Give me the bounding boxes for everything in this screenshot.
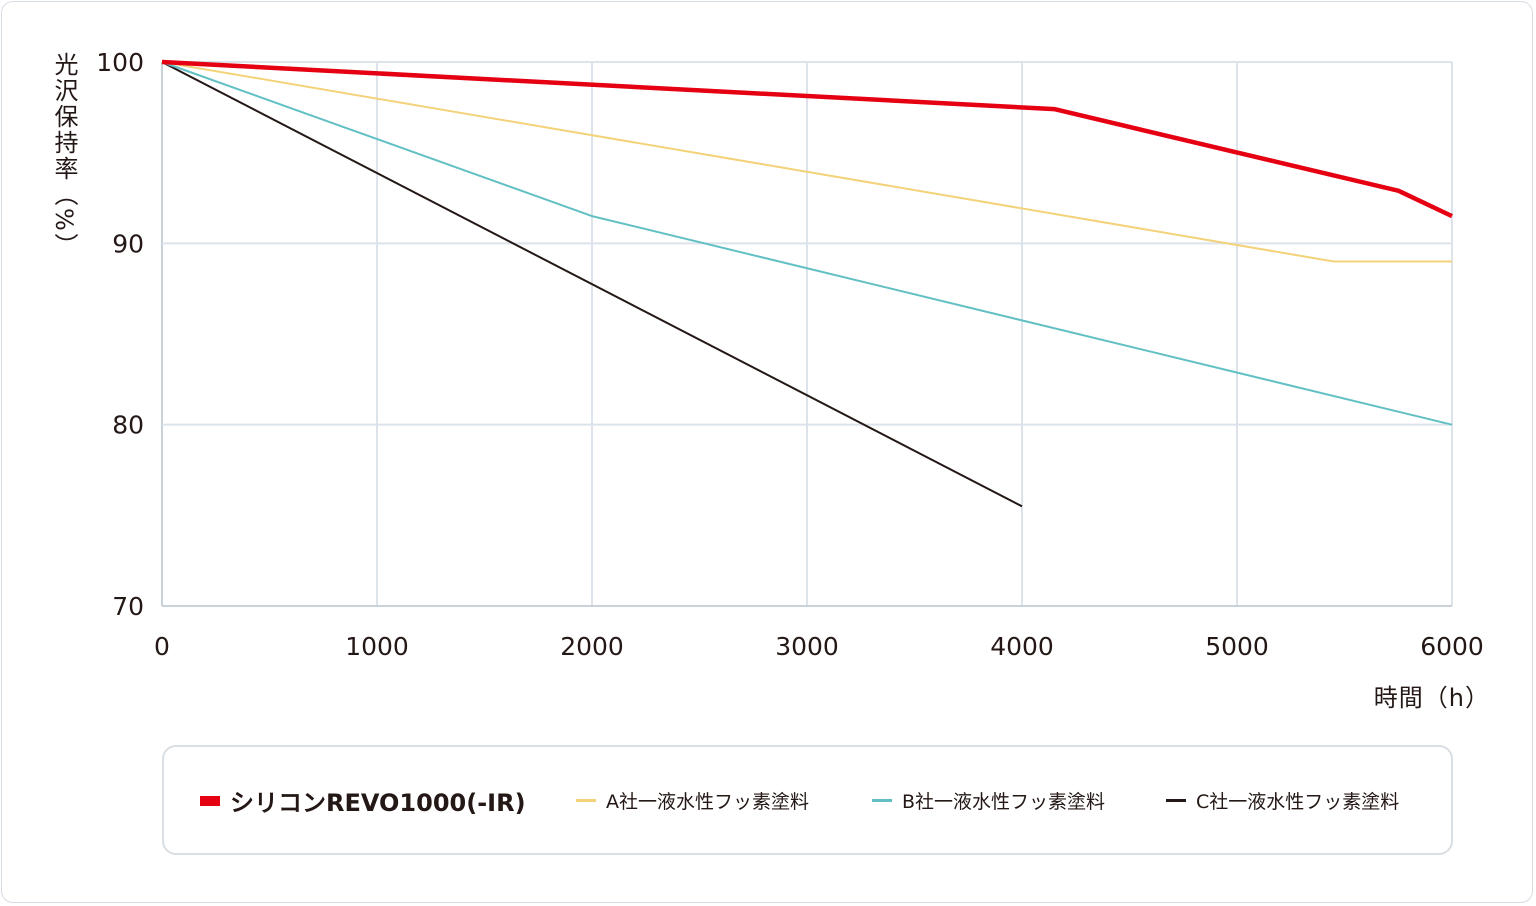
legend-swatch-company-a — [576, 799, 596, 802]
legend-item-company-c: C社一液水性フッ素塗料 — [1166, 787, 1399, 814]
x-tick-label: 0 — [154, 632, 170, 661]
y-axis-title: 光沢保持率（%） — [50, 52, 78, 259]
y-tick-label: 80 — [112, 411, 144, 440]
series-line-2 — [161, 61, 1453, 426]
tick-labels: 0 1000 2000 3000 4000 5000 6000 70 80 90 100 — [96, 48, 1484, 661]
legend-label-company-b: B社一液水性フッ素塗料 — [902, 791, 1106, 813]
y-tick-label: 100 — [96, 48, 144, 77]
x-tick-label: 6000 — [1420, 632, 1484, 661]
legend-item-company-a: A社一液水性フッ素塗料 — [576, 787, 809, 814]
series-line-3 — [161, 61, 1023, 508]
y-tick-label: 70 — [112, 592, 144, 621]
series-line-0 — [161, 59, 1453, 219]
legend-label-company-a: A社一液水性フッ素塗料 — [606, 791, 809, 813]
y-tick-label: 90 — [112, 229, 144, 258]
x-tick-label: 4000 — [990, 632, 1054, 661]
legend-item-revo1000: シリコンREVO1000(-IR) — [200, 783, 526, 818]
x-tick-label: 3000 — [775, 632, 839, 661]
legend-label-revo1000: シリコンREVO1000(-IR) — [230, 789, 526, 817]
x-tick-label: 1000 — [345, 632, 409, 661]
x-tick-label: 5000 — [1205, 632, 1269, 661]
legend-swatch-company-c — [1166, 799, 1186, 802]
series-line-1 — [161, 61, 1452, 263]
x-tick-label: 2000 — [560, 632, 624, 661]
series-lines — [161, 59, 1453, 508]
legend-swatch-company-b — [872, 799, 892, 802]
legend: シリコンREVO1000(-IR) A社一液水性フッ素塗料 B社一液水性フッ素塗… — [162, 745, 1453, 855]
x-axis-title: 時間（h） — [1373, 684, 1490, 712]
legend-item-company-b: B社一液水性フッ素塗料 — [872, 787, 1105, 814]
legend-swatch-revo1000 — [200, 795, 220, 806]
grid-lines — [161, 61, 1453, 607]
legend-label-company-c: C社一液水性フッ素塗料 — [1196, 791, 1400, 813]
